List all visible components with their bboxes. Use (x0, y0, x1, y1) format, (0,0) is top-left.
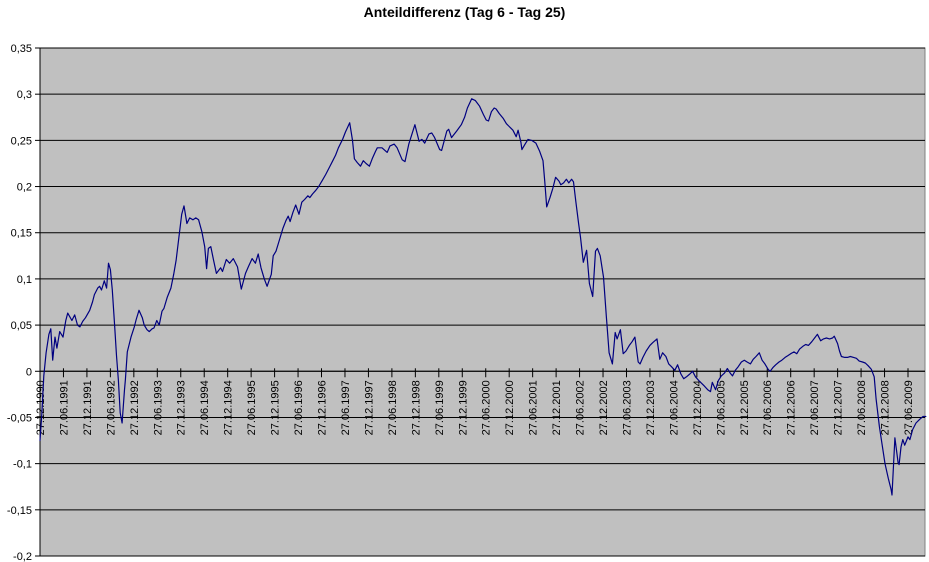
x-axis-label: 27.06.2001 (528, 380, 540, 435)
y-axis-label: 0,05 (11, 320, 32, 332)
x-axis-label: 27.12.2001 (551, 380, 563, 435)
y-axis-label: 0,15 (11, 228, 32, 240)
y-axis-label: 0 (26, 366, 32, 378)
y-axis-label: -0,05 (7, 412, 32, 424)
x-axis-label: 27.12.2003 (645, 380, 657, 435)
x-axis-label: 27.06.1996 (293, 380, 305, 435)
x-axis-label: 27.12.2006 (786, 380, 798, 435)
x-axis-label: 27.12.1997 (363, 380, 375, 435)
series-line (39, 98, 927, 496)
x-axis-label: 27.06.2003 (621, 380, 633, 435)
x-axis-label: 27.06.1995 (246, 380, 258, 435)
x-axis-label: 27.06.1997 (340, 380, 352, 435)
x-axis-label: 27.06.2005 (715, 380, 727, 435)
x-axis-label: 27.06.2002 (575, 380, 587, 435)
x-axis-label: 27.12.1994 (223, 380, 235, 435)
y-axis-label: 0,3 (17, 89, 32, 101)
x-axis-label: 27.12.1999 (457, 380, 469, 435)
x-axis-label: 27.06.2009 (903, 380, 915, 435)
x-axis-label: 27.06.1993 (152, 380, 164, 435)
y-axis-label: 0,1 (17, 274, 32, 286)
x-axis-label: 27.12.1998 (410, 380, 422, 435)
x-axis-label: 27.06.1998 (387, 380, 399, 435)
x-axis-label: 27.06.2008 (856, 380, 868, 435)
chart-title: Anteildifferenz (Tag 6 - Tag 25) (363, 4, 566, 20)
y-axis-labels: 0,35 0,3 0,25 0,2 0,15 0,1 0,05 0 -0,05 -0,1 -0,15… (7, 43, 32, 562)
x-axis-label: 27.12.2004 (692, 380, 704, 435)
y-axis-label: 0,35 (11, 43, 32, 55)
plot-background (39, 47, 926, 557)
x-axis-label: 27.12.1995 (270, 380, 282, 435)
x-axis-label: 27.12.2005 (739, 380, 751, 435)
x-axis-label: 27.06.1992 (105, 380, 117, 435)
x-axis-label: 27.12.1996 (317, 380, 329, 435)
x-axis-label: 27.06.2000 (481, 380, 493, 435)
y-axis-label: 0,2 (17, 182, 32, 194)
x-axis-label: 27.12.1991 (82, 380, 94, 435)
x-axis-label: 27.06.1999 (434, 380, 446, 435)
y-axis-label: -0,15 (7, 505, 32, 517)
x-axis-label: 27.12.1992 (129, 380, 141, 435)
y-axis-label: -0,2 (13, 551, 32, 562)
x-axis-label: 27.06.2006 (762, 380, 774, 435)
x-axis-label: 27.12.1990 (35, 380, 47, 435)
y-axis-label: 0,25 (11, 135, 32, 147)
x-axis-label: 27.12.2007 (833, 380, 845, 435)
x-axis-label: 27.06.1991 (58, 380, 70, 435)
x-axis-label: 27.12.2002 (598, 380, 610, 435)
x-axis-label: 27.06.1994 (199, 380, 211, 435)
x-axis-labels: 27.12.1990 27.06.1991 27.12.1991 27.06.1992… (35, 368, 915, 435)
x-axis-label: 27.06.2004 (668, 380, 680, 435)
x-axis-label: 27.12.2000 (504, 380, 516, 435)
y-axis-label: -0,1 (13, 459, 32, 471)
x-axis-label: 27.06.2007 (809, 380, 821, 435)
gridlines (35, 47, 925, 557)
x-axis-label: 27.12.2008 (880, 380, 892, 435)
x-axis-label: 27.12.1993 (176, 380, 188, 435)
